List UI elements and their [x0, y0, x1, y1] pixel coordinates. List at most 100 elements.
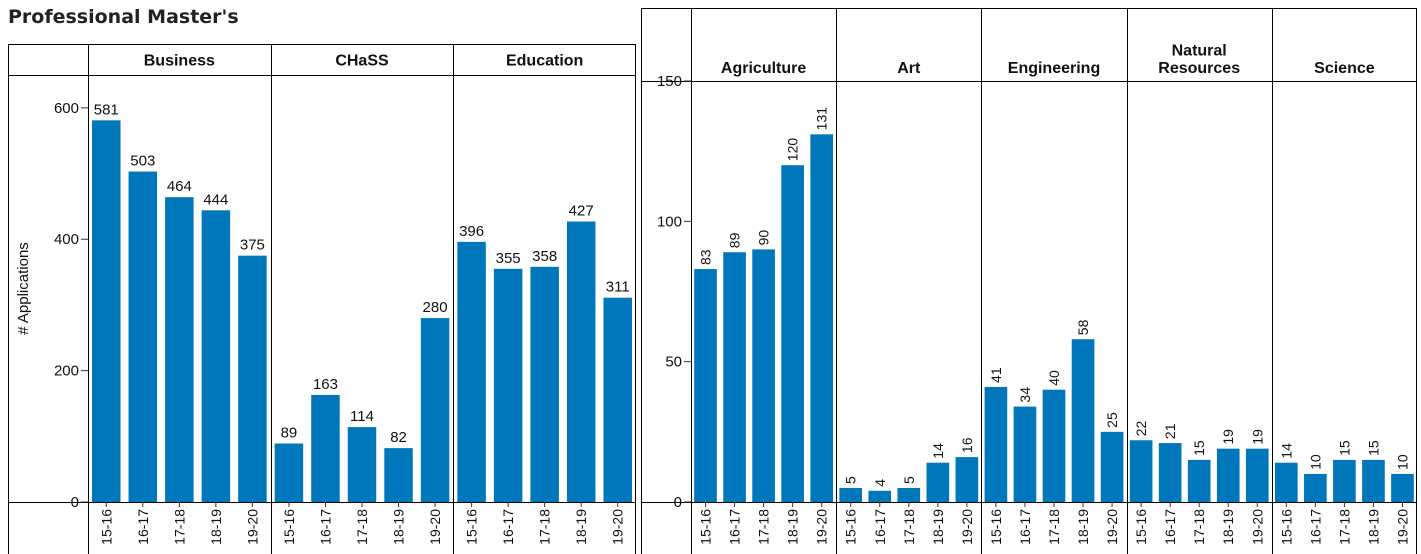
bar — [457, 241, 486, 502]
bar — [926, 462, 950, 502]
bar — [1187, 459, 1211, 502]
panel-header: Business — [144, 53, 215, 70]
bar — [347, 427, 377, 502]
bar — [810, 134, 834, 502]
bar-value-label: 311 — [606, 279, 630, 296]
bar — [493, 268, 523, 502]
x-tick-label: 19-20 — [427, 509, 443, 545]
x-tick-label: 16-17 — [727, 509, 743, 545]
chart-0: # Applications 0 200 400 600 Business 581 15-16… — [8, 44, 636, 554]
bar-value-label: 120 — [785, 138, 801, 162]
x-tick-label: 16-17 — [500, 509, 516, 545]
bar-value-label: 163 — [313, 376, 338, 393]
x-tick-label: 18-19 — [785, 509, 801, 545]
bar — [1216, 448, 1240, 502]
bar-value-label: 114 — [350, 408, 374, 425]
bar-value-label: 89 — [727, 232, 743, 248]
bar — [603, 297, 632, 502]
bar-value-label: 83 — [698, 249, 714, 265]
bar — [781, 165, 804, 502]
bar — [839, 487, 863, 502]
panel-header: Art — [897, 60, 921, 77]
bar-value-label: 22 — [1133, 420, 1149, 436]
x-tick-label: 16-17 — [317, 509, 333, 545]
bar-value-label: 34 — [1017, 387, 1033, 403]
x-tick-label: 18-19 — [1220, 509, 1236, 545]
panel-header: Agriculture — [721, 60, 806, 77]
page-title: Professional Master's — [8, 6, 239, 28]
x-tick-label: 18-19 — [1075, 509, 1091, 545]
panel-header: Education — [506, 53, 583, 70]
bar — [1304, 473, 1327, 502]
bar — [984, 386, 1008, 502]
x-tick-label: 15-16 — [843, 509, 859, 545]
bar-value-label: 15 — [1191, 440, 1207, 456]
bar-value-label: 280 — [423, 299, 448, 316]
x-tick-label: 18-19 — [573, 509, 589, 545]
bar — [1158, 443, 1182, 502]
panel-header: CHaSS — [335, 53, 389, 70]
bar-value-label: 4 — [872, 479, 888, 487]
bar — [1333, 459, 1356, 502]
bar — [1129, 440, 1153, 502]
x-tick-label: 17-18 — [537, 509, 553, 545]
bar-value-label: 89 — [281, 425, 298, 442]
bar — [723, 252, 746, 502]
x-tick-label: 17-18 — [1191, 509, 1207, 545]
bar-value-label: 14 — [930, 443, 946, 459]
x-tick-label: 18-19 — [1365, 509, 1381, 545]
x-tick-label: 19-20 — [244, 509, 260, 545]
bar — [1042, 389, 1066, 502]
bar-value-label: 131 — [814, 107, 830, 131]
bar-value-label: 40 — [1046, 370, 1062, 386]
bar-value-label: 5 — [901, 476, 917, 484]
x-tick-label: 19-20 — [1394, 509, 1410, 545]
bar — [694, 269, 717, 502]
y-tick-label: 100 — [657, 213, 682, 230]
y-tick-label: 0 — [674, 494, 682, 511]
bar — [1071, 339, 1095, 502]
x-tick-label: 18-19 — [208, 509, 224, 545]
bar — [1274, 462, 1298, 502]
bar-value-label: 444 — [203, 191, 228, 208]
x-tick-label: 15-16 — [988, 509, 1004, 545]
y-tick-label: 150 — [657, 73, 682, 90]
bar-value-label: 19 — [1220, 429, 1236, 445]
x-tick-label: 18-19 — [391, 509, 407, 545]
x-tick-label: 15-16 — [464, 509, 480, 545]
bar-value-label: 503 — [130, 153, 155, 170]
x-tick-label: 17-18 — [1046, 509, 1062, 545]
bar — [897, 487, 921, 502]
bar-value-label: 21 — [1162, 423, 1178, 439]
bar — [384, 448, 413, 502]
x-tick-label: 17-18 — [901, 509, 917, 545]
bar-value-label: 5 — [843, 476, 859, 484]
bar — [955, 457, 979, 502]
x-tick-label: 16-17 — [872, 509, 888, 545]
bar-value-label: 10 — [1307, 454, 1323, 470]
bar — [238, 255, 267, 502]
bar — [128, 171, 158, 502]
panel-header: Engineering — [1008, 60, 1100, 77]
bar-value-label: 58 — [1075, 319, 1091, 335]
chart-frame — [641, 8, 1417, 554]
bar — [868, 490, 892, 502]
y-tick-label: 0 — [71, 494, 79, 511]
bar-value-label: 25 — [1104, 412, 1120, 428]
bar — [1391, 473, 1414, 502]
x-tick-label: 16-17 — [135, 509, 151, 545]
bar-value-label: 82 — [390, 429, 407, 446]
bar-value-label: 581 — [94, 101, 119, 118]
bar — [1245, 448, 1269, 502]
y-tick-label: 50 — [665, 354, 682, 371]
bar-value-label: 90 — [756, 230, 772, 246]
bar — [201, 210, 231, 502]
x-tick-label: 15-16 — [1133, 509, 1149, 545]
x-tick-label: 18-19 — [930, 509, 946, 545]
bar — [1013, 406, 1037, 502]
bar — [530, 266, 559, 502]
panel-header: Science — [1314, 60, 1375, 77]
x-tick-label: 19-20 — [1104, 509, 1120, 545]
bar — [1362, 459, 1385, 502]
x-tick-label: 19-20 — [610, 509, 626, 545]
